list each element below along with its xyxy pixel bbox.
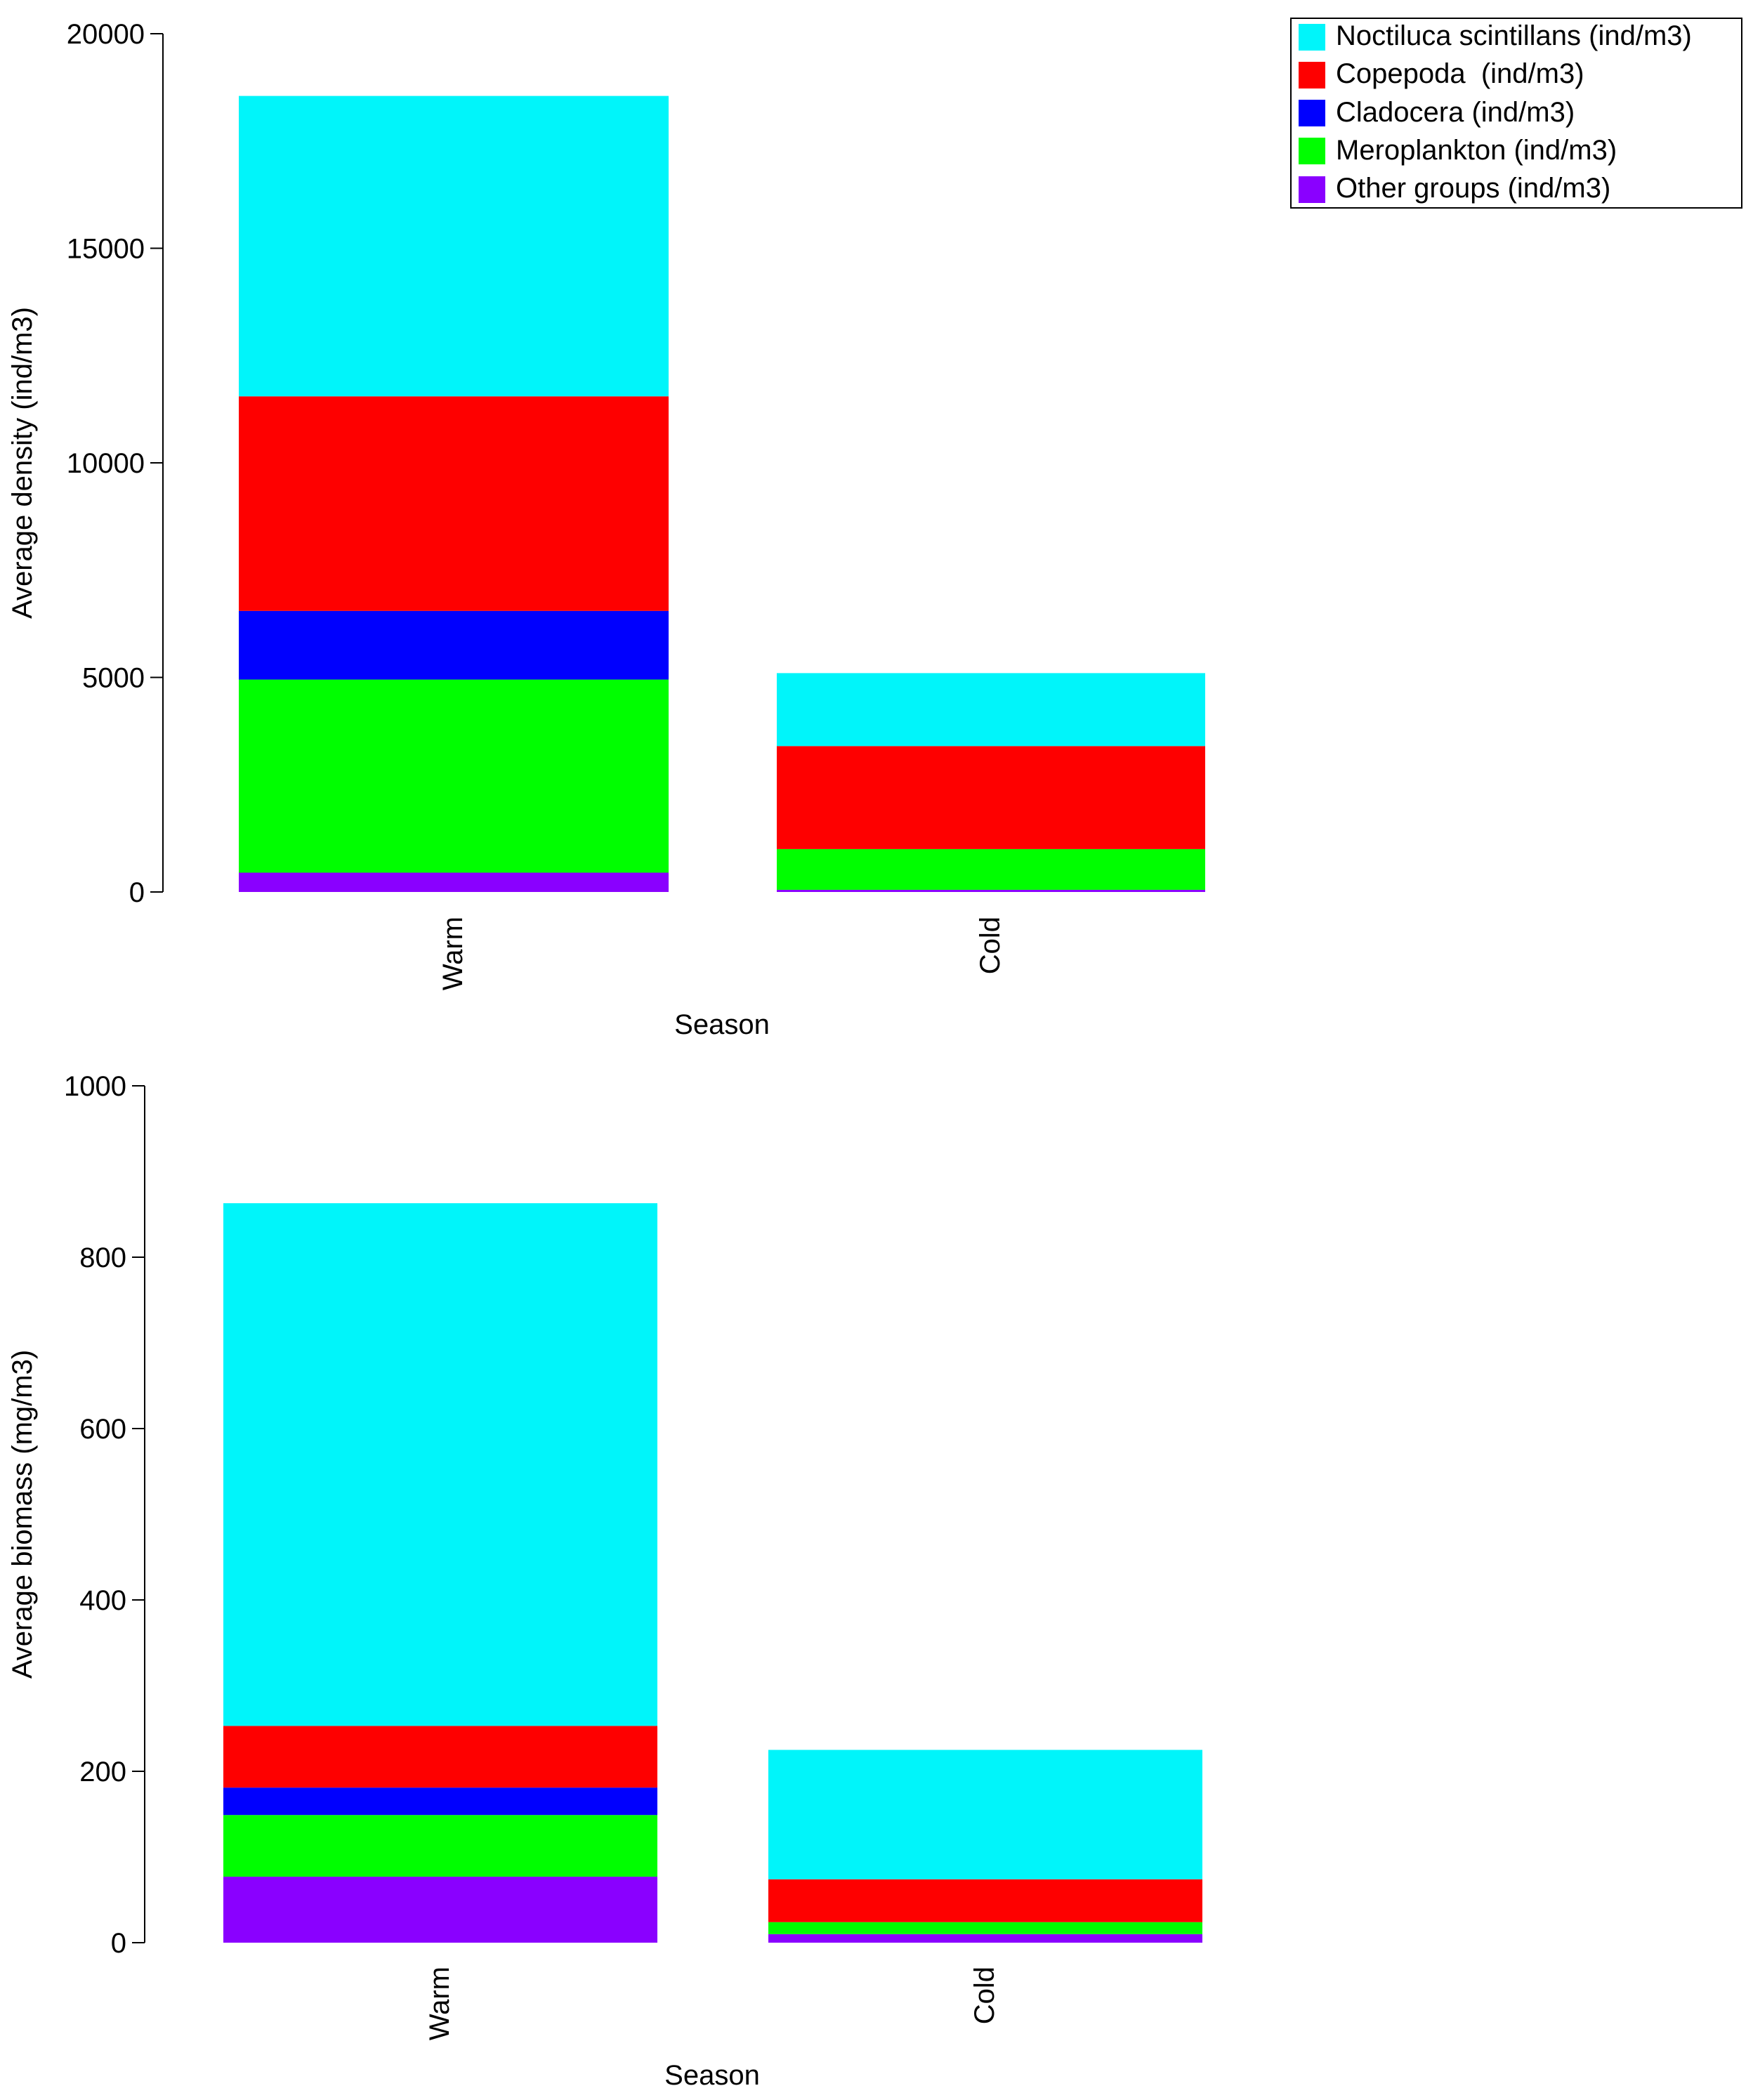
density-chart: 0 5000 10000 15000 20000 Warm Cold Season Averag… [7,19,1205,1040]
density-y-tick-label: 5000 [82,663,145,694]
biomass-y-tick-label: 200 [79,1757,126,1787]
legend-label-noctiluca: Noctiluca scintillans (ind/m3) [1336,20,1692,51]
biomass-bar-warm-other-groups [223,1877,657,1943]
biomass-bar-warm-cladocera [223,1787,657,1816]
legend-swatch-noctiluca [1299,24,1325,51]
legend: Noctiluca scintillans (ind/m3) Copepoda … [1290,18,1742,209]
density-y-tick-label: 20000 [67,19,145,50]
density-x-axis-title: Season [674,1009,770,1040]
density-bar-cold-copepoda [777,746,1205,849]
density-bar-warm-cladocera [239,610,669,680]
density-x-tick-label: Warm [438,917,468,990]
biomass-bar-cold-noctiluca-scintillans [768,1750,1202,1879]
biomass-y-tick-label: 0 [111,1928,126,1959]
density-bar-cold-other-groups [777,889,1205,892]
density-y-tick-label: 10000 [67,448,145,479]
biomass-bar-warm-noctiluca-scintillans [223,1203,657,1726]
biomass-y-tick-label: 1000 [64,1071,126,1102]
biomass-bar-cold-meroplankton [768,1922,1202,1934]
biomass-bar-cold-other-groups [768,1934,1202,1943]
biomass-bar-warm-copepoda [223,1726,657,1788]
legend-swatch-other [1299,176,1325,203]
legend-swatch-cladocera [1299,100,1325,126]
density-x-tick-label: Cold [975,917,1006,974]
biomass-x-tick-label: Cold [969,1967,1000,2024]
density-bar-cold-meroplankton [777,848,1205,890]
biomass-x-axis-title: Season [664,2060,760,2091]
density-bar-warm-meroplankton [239,679,669,873]
legend-swatch-copepoda [1299,62,1325,88]
biomass-y-tick-label: 800 [79,1242,126,1273]
legend-label-cladocera: Cladocera (ind/m3) [1336,97,1575,128]
density-bar-warm-copepoda [239,396,669,611]
biomass-bar-cold-copepoda [768,1879,1202,1922]
biomass-y-tick-label: 400 [79,1585,126,1616]
legend-label-other: Other groups (ind/m3) [1336,173,1610,204]
legend-label-copepoda: Copepoda (ind/m3) [1336,58,1584,89]
biomass-bar-warm-meroplankton [223,1815,657,1877]
biomass-x-tick-label: Warm [424,1967,455,2040]
density-y-tick-label: 15000 [67,234,145,265]
biomass-y-axis-title: Average biomass (mg/m3) [7,1350,38,1679]
density-bar-warm-other-groups [239,872,669,892]
density-y-tick-label: 0 [129,877,145,908]
legend-box [1290,18,1742,209]
density-bar-warm-noctiluca-scintillans [239,96,669,397]
density-y-axis-title: Average density (ind/m3) [7,307,38,619]
legend-label-meroplankton: Meroplankton (ind/m3) [1336,135,1617,166]
biomass-chart: 0 200 400 600 800 1000 Warm Cold Season Average b… [7,1071,1202,2091]
legend-swatch-meroplankton [1299,138,1325,164]
density-bar-cold-noctiluca-scintillans [777,673,1205,747]
biomass-y-tick-label: 600 [79,1414,126,1445]
